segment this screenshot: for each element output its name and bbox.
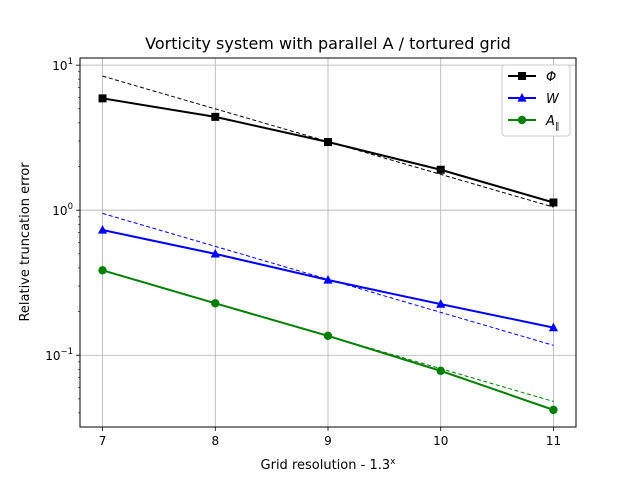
legend-marker-2: [517, 115, 527, 125]
series-1-point-2: [323, 275, 333, 284]
legend-entry-0: Φ: [508, 70, 556, 85]
y-tick-label-base-2: 10: [52, 59, 67, 73]
legend-label-name-1: W: [546, 92, 560, 107]
series-1-point-4: [548, 322, 559, 332]
series-0-point-3: [436, 165, 445, 174]
x-tick-label-0: 7: [99, 434, 107, 448]
series-2-point-1: [211, 299, 220, 308]
series-2-point-3: [436, 366, 445, 376]
y-tick-label-1: 100: [52, 202, 73, 218]
legend-label-2: A∥: [545, 114, 559, 132]
y-tick-label-base-1: 10: [52, 204, 67, 218]
x-axis-ticks: 7 8 9 10 11: [99, 427, 561, 448]
y-tick-label-exponent-0: −1: [60, 347, 73, 357]
series-group: [97, 94, 559, 415]
legend-entry-1: W: [508, 92, 560, 107]
legend-label-name-0: Φ: [546, 70, 556, 85]
x-axis-label-text: Grid resolution - 1.3: [261, 458, 391, 473]
series-0-point-2: [324, 138, 332, 147]
legend-marker-0: [518, 72, 526, 80]
legend-label-1: W: [546, 92, 560, 107]
x-tick-label-2: 9: [324, 434, 332, 448]
chart-title: Vorticity system with parallel A / tortu…: [145, 34, 511, 53]
x-tick-label-1: 8: [211, 434, 219, 448]
y-tick-label-0: 10−1: [45, 347, 73, 363]
y-tick-label-base-0: 10: [45, 349, 60, 363]
series-1: [97, 225, 559, 332]
series-0: [98, 94, 558, 207]
series-2-point-4: [549, 405, 558, 415]
legend-marker-1: [517, 93, 527, 102]
x-axis-label: Grid resolution - 1.3x: [261, 457, 397, 473]
series-0-point-4: [549, 198, 558, 207]
series-2-point-0: [98, 266, 107, 275]
legend: ΦWA∥: [501, 64, 571, 137]
series-1-point-0: [97, 225, 108, 234]
y-axis-label: Relative truncation error: [18, 162, 33, 322]
legend-label-subscript-2: ∥: [555, 122, 560, 132]
y-tick-label-2: 101: [52, 57, 73, 73]
legend-label-name-2: A: [545, 114, 555, 129]
series-1-point-1: [210, 248, 220, 258]
legend-entry-2: A∥: [508, 114, 559, 132]
series-0-point-1: [211, 112, 220, 121]
x-axis-label-superscript: x: [390, 457, 396, 467]
legend-label-0: Φ: [546, 70, 556, 85]
series-0-point-0: [98, 94, 107, 103]
series-2-point-2: [323, 331, 333, 341]
series-1-point-3: [436, 299, 446, 308]
x-tick-label-3: 10: [433, 434, 448, 448]
y-tick-label-exponent-2: 1: [68, 57, 73, 67]
y-tick-label-exponent-1: 0: [68, 202, 73, 212]
series-2: [98, 266, 558, 415]
x-tick-label-4: 11: [546, 434, 561, 448]
